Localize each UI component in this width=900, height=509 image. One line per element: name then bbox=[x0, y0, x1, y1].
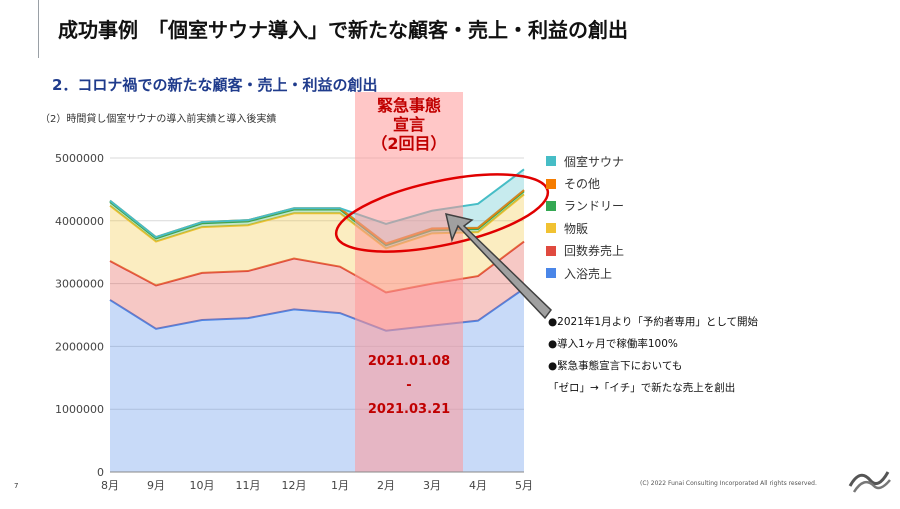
x-tick-label: 1月 bbox=[331, 479, 349, 492]
legend-label: 物販 bbox=[564, 221, 589, 236]
chart-legend: 個室サウナその他ランドリー物販回数券売上入浴売上 bbox=[546, 150, 624, 284]
emergency-title-line1: 緊急事態 bbox=[376, 96, 441, 115]
y-tick-label: 1000000 bbox=[55, 403, 104, 416]
notes-list: ●2021年1月より「予約者専用」として開始 ●導入1ヶ月で稼働率100% ●緊… bbox=[548, 314, 758, 402]
copyright-text: (C) 2022 Funai Consulting Incorporated A… bbox=[640, 480, 817, 487]
x-tick-label: 9月 bbox=[147, 479, 165, 492]
highlight-ellipse bbox=[334, 173, 550, 253]
note-item: 「ゼロ」→「イチ」で新たな売上を創出 bbox=[548, 382, 736, 394]
legend-swatch bbox=[546, 268, 556, 279]
emergency-title-line2: 宣言 bbox=[392, 115, 425, 134]
note-item: ●緊急事態宣言下においても bbox=[548, 360, 683, 372]
emergency-date-end: 2021.03.21 bbox=[367, 402, 451, 417]
emergency-dates: 2021.01.08 - 2021.03.21 bbox=[355, 350, 463, 422]
x-tick-label: 11月 bbox=[236, 479, 261, 492]
company-logo-icon bbox=[848, 471, 891, 493]
legend-label: 入浴売上 bbox=[564, 266, 613, 281]
legend-label: 個室サウナ bbox=[564, 154, 625, 169]
callout-arrow bbox=[444, 212, 552, 320]
legend-label: ランドリー bbox=[564, 199, 625, 214]
x-tick-label: 2月 bbox=[377, 479, 395, 492]
chart-caption: （2）時間貸し個室サウナの導入前実績と導入後実績 bbox=[40, 114, 277, 125]
emergency-date-start: 2021.01.08 bbox=[367, 354, 451, 369]
emergency-date-sep: - bbox=[406, 378, 412, 393]
annotations bbox=[334, 173, 552, 320]
y-tick-label: 2000000 bbox=[55, 340, 104, 353]
legend-swatch bbox=[546, 245, 556, 256]
legend-label: その他 bbox=[564, 177, 601, 192]
page-title: 成功事例 「個室サウナ導入」で新たな顧客・売上・利益の創出 bbox=[58, 18, 628, 42]
legend-item: 個室サウナ bbox=[546, 150, 624, 172]
page-number: 7 bbox=[14, 482, 19, 490]
x-tick-label: 4月 bbox=[469, 479, 487, 492]
section-subtitle: 2．コロナ禍での新たな顧客・売上・利益の創出 bbox=[52, 76, 378, 94]
x-tick-label: 8月 bbox=[101, 479, 119, 492]
emergency-title: 緊急事態 宣言 （2回目） bbox=[355, 96, 463, 153]
legend-item: その他 bbox=[546, 172, 624, 194]
legend-swatch bbox=[546, 156, 556, 167]
legend-item: 回数券売上 bbox=[546, 240, 624, 262]
emergency-title-line3: （2回目） bbox=[371, 134, 447, 153]
legend-swatch bbox=[546, 223, 556, 234]
x-axis: 8月 9月 10月 11月 12月 1月 2月 3月 4月 5月 bbox=[101, 471, 533, 492]
y-tick-label: 0 bbox=[97, 466, 104, 479]
y-tick-label: 4000000 bbox=[55, 215, 104, 228]
x-tick-label: 5月 bbox=[515, 479, 533, 492]
legend-item: 入浴売上 bbox=[546, 262, 624, 284]
legend-item: 物販 bbox=[546, 217, 624, 239]
legend-swatch bbox=[546, 200, 556, 211]
emergency-band bbox=[355, 92, 463, 472]
title-divider bbox=[38, 0, 39, 58]
note-item: ●2021年1月より「予約者専用」として開始 bbox=[548, 316, 759, 328]
x-tick-label: 3月 bbox=[423, 479, 441, 492]
legend-item: ランドリー bbox=[546, 195, 624, 217]
note-item: ●導入1ヶ月で稼働率100% bbox=[548, 338, 678, 350]
y-tick-label: 5000000 bbox=[55, 152, 104, 165]
legend-label: 回数券売上 bbox=[564, 244, 625, 259]
y-tick-label: 3000000 bbox=[55, 278, 104, 291]
legend-swatch bbox=[546, 178, 556, 189]
y-axis: 0 1000000 2000000 3000000 4000000 5000000 bbox=[55, 152, 104, 479]
x-tick-label: 12月 bbox=[282, 479, 307, 492]
x-tick-label: 10月 bbox=[190, 479, 215, 492]
